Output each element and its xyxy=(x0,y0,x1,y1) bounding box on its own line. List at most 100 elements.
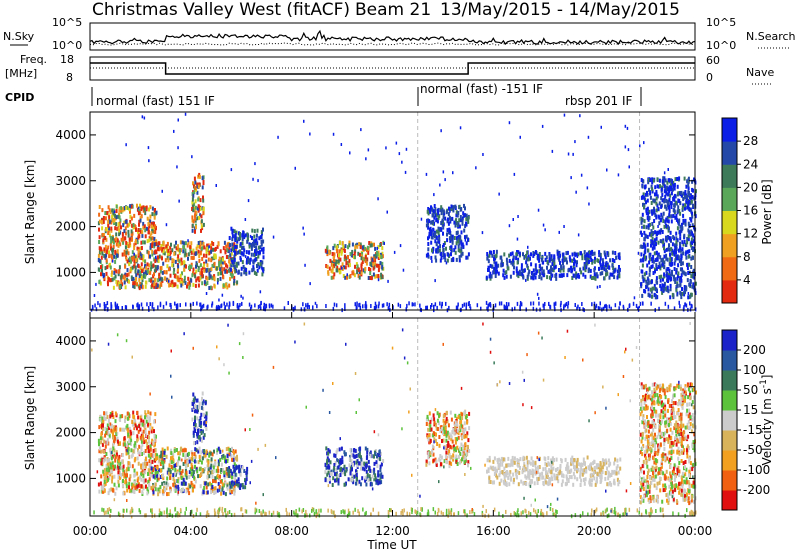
data-cell xyxy=(529,256,531,261)
data-cell xyxy=(687,271,690,275)
data-cell xyxy=(149,302,151,306)
data-cell xyxy=(558,268,560,272)
data-cell xyxy=(690,243,693,248)
data-cell xyxy=(202,222,205,227)
colorbar-tick-label: 16 xyxy=(743,204,758,218)
data-cell xyxy=(151,229,154,234)
data-cell xyxy=(143,207,146,212)
data-cell xyxy=(443,241,446,245)
data-cell xyxy=(158,473,160,478)
data-cell xyxy=(201,281,204,286)
data-cell xyxy=(440,455,443,460)
data-cell xyxy=(153,213,156,218)
data-cell xyxy=(437,245,440,250)
data-cell xyxy=(131,250,134,255)
data-cell xyxy=(196,216,199,221)
data-cell xyxy=(182,249,185,254)
data-cell xyxy=(166,492,169,497)
data-cell xyxy=(672,250,675,255)
data-cell xyxy=(506,266,509,271)
data-cell xyxy=(234,244,237,249)
data-cell xyxy=(434,255,437,260)
data-cell xyxy=(153,221,155,226)
data-cell xyxy=(550,276,552,281)
data-cell xyxy=(191,452,194,457)
data-cell xyxy=(159,485,162,490)
data-cell xyxy=(668,209,671,213)
data-cell xyxy=(156,470,159,475)
data-cell xyxy=(138,306,140,311)
data-cell xyxy=(683,233,686,238)
data-cell xyxy=(354,264,356,269)
data-cell xyxy=(380,462,383,467)
data-cell xyxy=(375,480,378,485)
data-cell xyxy=(599,260,602,265)
data-cell xyxy=(197,428,199,433)
data-cell xyxy=(587,256,590,261)
data-cell xyxy=(460,246,463,251)
data-cell xyxy=(100,265,102,270)
data-cell xyxy=(187,483,190,488)
data-cell xyxy=(405,307,407,312)
data-cell xyxy=(658,306,660,311)
data-cell xyxy=(173,244,176,249)
data-cell xyxy=(126,277,129,282)
data-cell xyxy=(115,232,118,237)
data-cell xyxy=(428,411,431,416)
data-cell xyxy=(412,303,414,307)
data-cell xyxy=(162,465,165,470)
data-cell xyxy=(665,191,668,195)
data-cell xyxy=(563,304,565,309)
data-cell xyxy=(673,261,676,266)
data-cell xyxy=(100,485,103,490)
data-cell xyxy=(365,248,368,253)
data-cell xyxy=(677,191,680,196)
data-cell xyxy=(124,226,127,231)
data-cell xyxy=(571,276,574,280)
data-cell xyxy=(650,233,653,238)
data-cell xyxy=(191,417,194,422)
data-cell xyxy=(599,271,602,276)
data-cell xyxy=(519,307,521,311)
data-cell xyxy=(178,250,181,255)
data-cell xyxy=(516,237,519,241)
data-cell xyxy=(461,218,464,223)
data-cell xyxy=(692,233,695,238)
data-cell xyxy=(136,484,139,489)
data-cell xyxy=(689,207,692,212)
data-cell xyxy=(457,237,460,242)
data-cell xyxy=(380,275,383,280)
data-cell xyxy=(242,264,245,269)
data-cell xyxy=(177,267,179,272)
data-cell xyxy=(467,219,470,224)
data-cell xyxy=(144,457,147,461)
data-cell xyxy=(376,246,378,250)
data-cell xyxy=(202,435,205,440)
data-cell xyxy=(184,448,187,453)
data-cell xyxy=(211,474,214,479)
data-cell xyxy=(175,274,178,279)
data-cell xyxy=(154,475,157,480)
data-cell xyxy=(255,252,258,256)
data-cell xyxy=(534,263,537,268)
data-cell xyxy=(152,490,155,495)
data-cell xyxy=(666,180,669,185)
data-cell xyxy=(142,462,145,467)
data-cell xyxy=(341,455,344,460)
data-cell xyxy=(499,255,502,260)
data-cell xyxy=(453,248,456,253)
data-cell xyxy=(145,439,148,444)
data-cell xyxy=(428,231,431,236)
data-cell xyxy=(197,474,200,479)
data-cell xyxy=(377,268,380,273)
data-cell xyxy=(654,267,656,272)
data-cell xyxy=(158,457,161,462)
data-cell xyxy=(194,409,197,414)
data-cell xyxy=(599,306,601,311)
data-cell xyxy=(654,185,657,190)
data-cell xyxy=(666,257,669,262)
data-cell xyxy=(219,449,222,454)
data-cell xyxy=(690,237,693,242)
data-cell xyxy=(333,243,336,248)
data-cell xyxy=(99,414,102,419)
